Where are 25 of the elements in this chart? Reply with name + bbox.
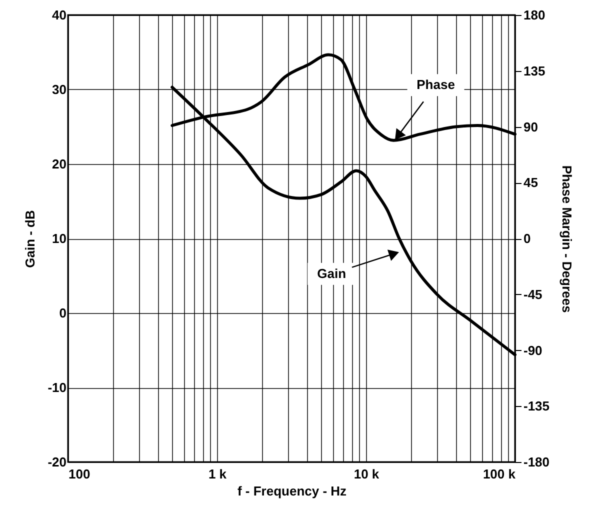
- y-tick-label: 0: [59, 306, 66, 320]
- x-tick-label: 10 k: [354, 466, 380, 482]
- y2-tick-label: 45: [524, 175, 538, 190]
- y-tick-label: -10: [48, 380, 66, 395]
- y2-tick-label: 0: [524, 231, 531, 246]
- y2-tick-label: -135: [524, 398, 550, 414]
- y2-tick-label: 135: [524, 63, 546, 78]
- x-tick-label: 100: [68, 466, 90, 482]
- y-tick-label: 10: [52, 231, 66, 246]
- y2-tick-label: 180: [524, 8, 546, 22]
- x-tick-label: 1 k: [208, 466, 228, 482]
- y2-tick-label: 90: [524, 119, 538, 134]
- x-axis-title: f - Frequency - Hz: [237, 484, 348, 498]
- y-tick-label: 30: [52, 82, 66, 97]
- y2-axis-title: Phase Margin - Degrees: [560, 165, 575, 313]
- y2-tick-label: -45: [524, 286, 542, 302]
- annotation: Gain: [317, 266, 346, 281]
- y-tick-label: 20: [52, 156, 66, 172]
- y-tick-label: -20: [48, 454, 66, 470]
- annotation: Phase: [416, 77, 455, 92]
- y-axis-title: Gain - dB: [22, 210, 38, 268]
- y2-tick-label: -180: [524, 454, 550, 470]
- y2-tick-label: -90: [524, 342, 542, 358]
- x-tick-label: 100 k: [482, 466, 516, 482]
- y-tick-label: 40: [52, 8, 66, 22]
